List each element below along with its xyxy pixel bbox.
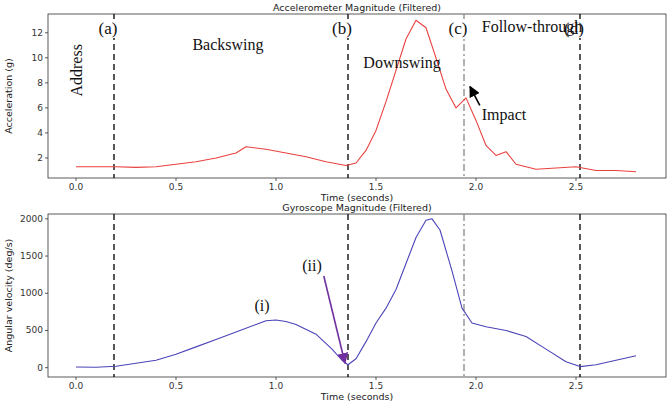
x-tick-label: 2.0 <box>469 182 484 192</box>
y-axis-title: Acceleration (g) <box>3 58 14 134</box>
x-tick <box>476 178 477 181</box>
y-tick <box>45 367 48 368</box>
data-line <box>76 20 636 171</box>
phase-label: (c) <box>449 19 468 38</box>
y-tick <box>45 293 48 294</box>
y-tick <box>45 330 48 331</box>
x-tick <box>76 377 77 380</box>
x-tick-label: 2.5 <box>569 381 583 391</box>
x-tick-label: 0.0 <box>69 381 84 391</box>
x-tick <box>476 377 477 380</box>
y-tick-label: 8 <box>37 78 43 88</box>
phase-label: (a) <box>99 19 118 38</box>
label-background <box>98 19 119 38</box>
y-tick <box>45 218 48 219</box>
phase-line <box>463 14 464 178</box>
y-tick <box>45 256 48 257</box>
x-axis-title: Time (seconds) <box>320 391 394 402</box>
annotation-arrow <box>470 87 480 106</box>
x-tick-label: 0.5 <box>169 182 183 192</box>
x-tick <box>376 178 377 181</box>
phase-line <box>463 214 464 377</box>
plot-area <box>76 14 636 178</box>
y-tick-label: 10 <box>32 53 44 63</box>
y-tick <box>45 132 48 133</box>
label-background <box>448 19 469 38</box>
phase-line <box>579 214 580 377</box>
y-tick <box>45 32 48 33</box>
frame <box>48 14 666 178</box>
x-tick <box>176 178 177 181</box>
plot-area <box>76 214 636 377</box>
y-tick-label: 1500 <box>20 251 43 261</box>
x-tick-label: 1.0 <box>269 381 284 391</box>
y-tick-label: 2000 <box>20 214 43 224</box>
y-tick-label: 0 <box>37 363 43 373</box>
panel: Accelerometer Magnitude (Filtered) 0.0 0.5… <box>3 2 666 203</box>
frame <box>48 214 666 377</box>
y-tick-label: 4 <box>37 128 43 138</box>
x-tick <box>576 178 577 181</box>
annotation-arrow <box>324 276 345 363</box>
annotation: Impact <box>482 106 527 124</box>
panel: Gyroscope Magnitude (Filtered) 0.0 0.5 1.0 1… <box>3 202 666 402</box>
figure: Accelerometer Magnitude (Filtered) 0.0 0.5… <box>0 0 672 407</box>
x-tick-label: 2.0 <box>469 381 484 391</box>
label-background <box>331 19 353 38</box>
annotation: Backswing <box>192 36 263 54</box>
phase-line <box>113 14 114 178</box>
data-line <box>76 219 636 367</box>
x-tick-label: 2.5 <box>569 182 583 192</box>
title: Accelerometer Magnitude (Filtered) <box>273 2 441 13</box>
annotation: Downswing <box>363 54 440 72</box>
x-tick <box>576 377 577 380</box>
phase-line <box>347 14 348 178</box>
y-axis-title: Angular velocity (deg/s) <box>3 239 14 353</box>
y-tick-label: 2 <box>37 153 43 163</box>
y-tick <box>45 57 48 58</box>
annotation: Follow-through <box>482 18 582 36</box>
x-tick-label: 1.5 <box>369 182 383 192</box>
x-tick <box>76 178 77 181</box>
phase-line <box>113 214 114 377</box>
phase-line <box>579 14 580 178</box>
phase-line <box>347 214 348 377</box>
x-tick-label: 0.5 <box>169 381 183 391</box>
x-tick-label: 1.5 <box>369 381 383 391</box>
x-tick <box>176 377 177 380</box>
y-tick <box>45 157 48 158</box>
x-tick <box>376 377 377 380</box>
x-tick <box>276 178 277 181</box>
y-tick-label: 1000 <box>20 288 43 298</box>
y-tick <box>45 107 48 108</box>
y-tick <box>45 82 48 83</box>
x-tick-label: 1.0 <box>269 182 284 192</box>
y-tick-label: 6 <box>37 103 43 113</box>
y-tick-label: 500 <box>26 325 43 335</box>
title: Gyroscope Magnitude (Filtered) <box>282 202 431 213</box>
x-tick-label: 0.0 <box>69 182 84 192</box>
y-tick-label: 12 <box>32 28 43 38</box>
annotation: (i) <box>254 297 269 315</box>
annotation: (ii) <box>302 257 322 275</box>
x-tick <box>276 377 277 380</box>
annotation: Address <box>68 44 85 96</box>
phase-label: (b) <box>332 19 352 38</box>
